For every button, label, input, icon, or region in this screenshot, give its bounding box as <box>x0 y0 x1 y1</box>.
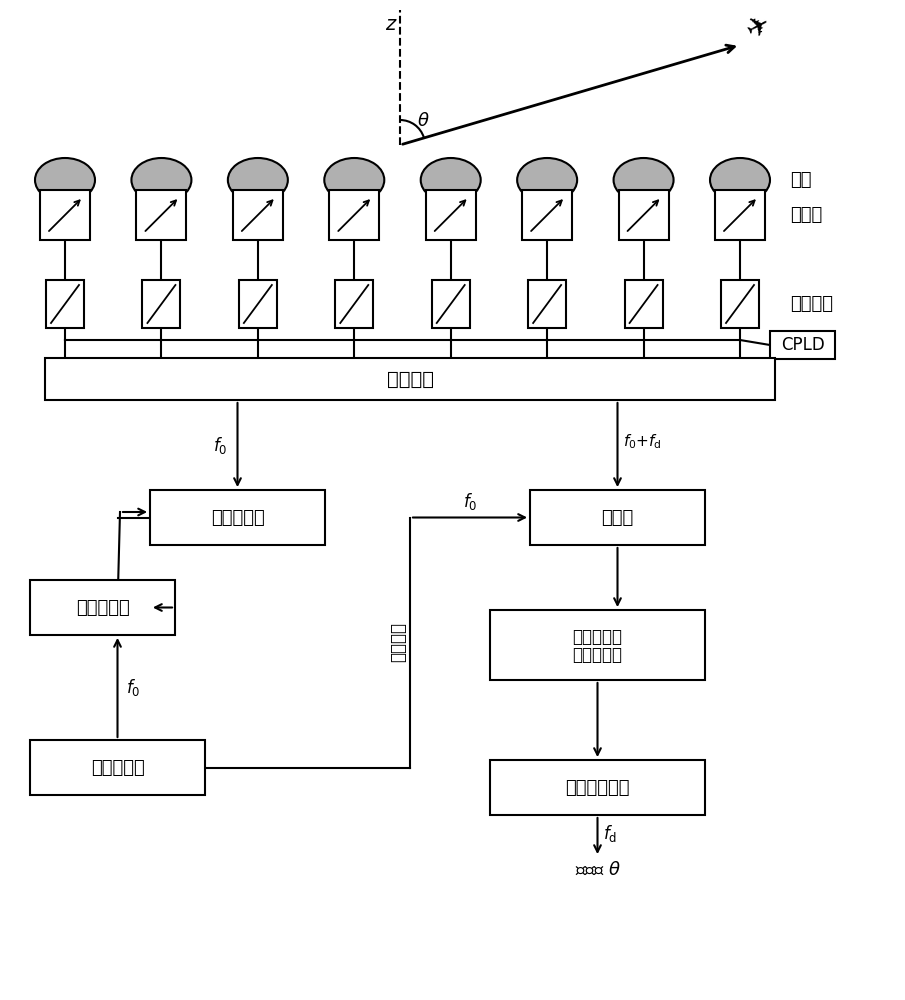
Bar <box>490 610 705 680</box>
Ellipse shape <box>421 158 481 202</box>
Ellipse shape <box>614 158 673 202</box>
Bar <box>30 740 205 795</box>
Ellipse shape <box>228 158 288 202</box>
Text: CPLD: CPLD <box>781 336 824 354</box>
Text: 天线: 天线 <box>790 171 812 189</box>
Bar <box>624 280 662 328</box>
Ellipse shape <box>131 158 192 202</box>
Bar <box>619 190 669 240</box>
Ellipse shape <box>324 158 385 202</box>
Text: ✈: ✈ <box>741 9 775 45</box>
Bar <box>425 190 476 240</box>
Bar <box>46 280 84 328</box>
Text: $f_\mathrm{d}$: $f_\mathrm{d}$ <box>603 822 616 844</box>
Text: 连续振荡器: 连续振荡器 <box>90 758 145 776</box>
Bar <box>529 280 567 328</box>
Text: 多普勒滤波器: 多普勒滤波器 <box>566 778 630 796</box>
Text: 射频开关: 射频开关 <box>790 295 833 313</box>
Bar <box>715 190 765 240</box>
Text: θ: θ <box>418 112 429 130</box>
Bar <box>30 580 175 635</box>
Text: 收发开关: 收发开关 <box>386 369 433 388</box>
Bar <box>522 190 572 240</box>
Text: 功率放大器: 功率放大器 <box>211 508 264 526</box>
Ellipse shape <box>710 158 770 202</box>
Bar <box>150 490 325 545</box>
Bar <box>137 190 186 240</box>
Text: 相位检波器: 相位检波器 <box>573 646 623 664</box>
Text: 移相器: 移相器 <box>790 206 823 224</box>
Bar <box>530 490 705 545</box>
Text: $f_0$: $f_0$ <box>462 490 477 512</box>
Bar <box>142 280 180 328</box>
Text: 方位角 $\theta$: 方位角 $\theta$ <box>575 861 621 879</box>
Bar <box>432 280 470 328</box>
Text: $f_0$: $f_0$ <box>213 434 227 456</box>
Bar <box>329 190 379 240</box>
Ellipse shape <box>517 158 577 202</box>
Bar <box>721 280 759 328</box>
Text: $f_0$+$f_\mathrm{d}$: $f_0$+$f_\mathrm{d}$ <box>623 433 662 451</box>
Bar <box>45 358 775 400</box>
Bar <box>770 331 835 359</box>
Text: 参考信号: 参考信号 <box>389 622 407 662</box>
Bar <box>335 280 373 328</box>
Text: z: z <box>385 15 395 34</box>
Text: 脉冲调制器: 脉冲调制器 <box>76 598 129 616</box>
Bar <box>239 280 277 328</box>
Text: 混频器: 混频器 <box>602 508 634 526</box>
Text: 中频放大器: 中频放大器 <box>573 628 623 646</box>
Text: $f_0$: $f_0$ <box>126 677 140 698</box>
Bar <box>233 190 283 240</box>
Bar <box>40 190 90 240</box>
Bar <box>490 760 705 815</box>
Ellipse shape <box>35 158 95 202</box>
